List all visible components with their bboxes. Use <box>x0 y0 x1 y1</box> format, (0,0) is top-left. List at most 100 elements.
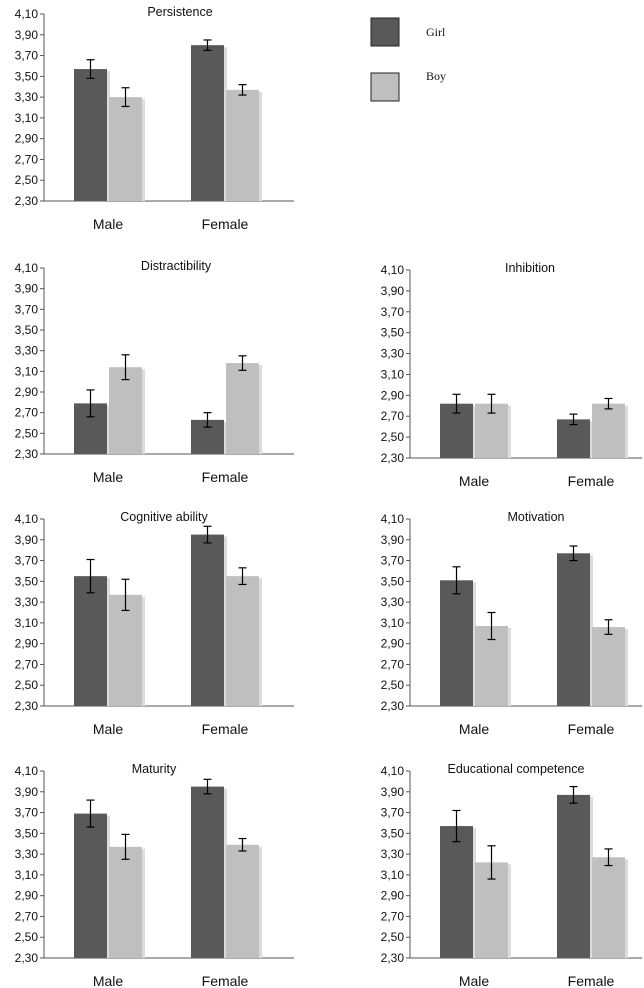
legend-swatch-boy <box>370 72 400 102</box>
bar-girl-female <box>557 553 590 706</box>
y-tick-label: 2,30 <box>381 951 405 965</box>
y-tick-label: 3,70 <box>381 554 405 568</box>
y-tick-label: 3,30 <box>15 847 39 861</box>
category-label: Male <box>459 473 490 489</box>
category-label: Male <box>93 216 124 232</box>
y-tick-label: 3,30 <box>381 347 405 361</box>
y-tick-label: 2,70 <box>15 406 39 420</box>
y-tick-label: 2,70 <box>15 152 39 166</box>
chart-panel-6: Maturity 2,30 2,50 2,70 2,90 3,10 3,30 3,50 3,70… <box>15 762 294 988</box>
bar-girl-male <box>74 576 107 706</box>
chart-panel-5: Motivation 2,30 2,50 2,70 2,90 3,10 3,30 3,50 3,… <box>381 510 642 737</box>
bar-boy-female <box>226 89 259 201</box>
y-tick-label: 2,50 <box>381 678 405 692</box>
bar-boy-female <box>226 576 259 706</box>
y-tick-label: 2,50 <box>15 678 39 692</box>
category-label: Female <box>568 721 615 737</box>
y-tick-label: 2,30 <box>15 447 39 461</box>
y-tick-label: 3,10 <box>15 111 39 125</box>
bar-boy-female <box>592 857 625 958</box>
y-tick-label: 2,70 <box>381 909 405 923</box>
category-label: Female <box>202 721 249 737</box>
y-tick-label: 3,90 <box>381 284 405 298</box>
y-tick-label: 3,50 <box>15 826 39 840</box>
chart-title: Persistence <box>147 5 212 19</box>
bar-girl-female <box>557 419 590 458</box>
y-tick-label: 3,50 <box>381 574 405 588</box>
category-label: Female <box>202 973 249 988</box>
y-tick-label: 2,90 <box>15 889 39 903</box>
y-tick-label: 3,10 <box>381 868 405 882</box>
bar-girl-female <box>191 534 224 706</box>
y-tick-label: 2,50 <box>15 930 39 944</box>
category-label: Male <box>459 973 490 988</box>
y-tick-label: 3,90 <box>15 785 39 799</box>
category-label: Female <box>202 216 249 232</box>
y-tick-label: 3,70 <box>15 49 39 63</box>
y-tick-label: 4,10 <box>381 764 405 778</box>
y-tick-label: 3,30 <box>15 595 39 609</box>
y-tick-label: 3,70 <box>15 302 39 316</box>
y-tick-label: 3,70 <box>15 554 39 568</box>
chart-panel-7: Educational competence 2,30 2,50 2,70 2,90 3,… <box>381 762 642 988</box>
y-tick-label: 2,30 <box>15 194 39 208</box>
category-label: Male <box>93 721 124 737</box>
y-tick-label: 3,90 <box>381 785 405 799</box>
bar-boy-female <box>226 363 259 454</box>
y-tick-label: 3,50 <box>381 826 405 840</box>
y-tick-label: 3,10 <box>381 616 405 630</box>
y-tick-label: 2,50 <box>381 930 405 944</box>
chart-title: Cognitive ability <box>120 510 208 524</box>
y-tick-label: 2,30 <box>381 699 405 713</box>
y-tick-label: 4,10 <box>381 512 405 526</box>
bar-girl-female <box>191 786 224 958</box>
legend-label-boy: Boy <box>426 69 446 83</box>
y-tick-label: 3,10 <box>15 868 39 882</box>
y-tick-label: 3,90 <box>381 533 405 547</box>
y-tick-label: 3,30 <box>15 344 39 358</box>
legend-label-girl: Girl <box>426 25 446 39</box>
y-tick-label: 3,90 <box>15 282 39 296</box>
y-tick-label: 3,50 <box>15 69 39 83</box>
bar-girl-male <box>440 580 473 706</box>
bar-girl-male <box>74 69 107 201</box>
y-tick-label: 3,10 <box>15 364 39 378</box>
y-tick-label: 2,90 <box>15 132 39 146</box>
y-tick-label: 4,10 <box>15 764 39 778</box>
category-label: Male <box>459 721 490 737</box>
y-tick-label: 4,10 <box>15 7 39 21</box>
y-tick-label: 3,10 <box>381 367 405 381</box>
bar-girl-male <box>74 813 107 958</box>
chart-title: Distractibility <box>141 259 212 273</box>
y-tick-label: 4,10 <box>15 261 39 275</box>
chart-panel-1: Persistence 2,30 2,50 2,70 2,90 3,10 3,30 3,50 3… <box>15 5 294 232</box>
category-label: Male <box>93 973 124 988</box>
y-tick-label: 2,50 <box>381 430 405 444</box>
category-label: Female <box>568 973 615 988</box>
y-tick-label: 3,30 <box>381 595 405 609</box>
y-tick-label: 4,10 <box>381 263 405 277</box>
chart-panel-3: Inhibition 2,30 2,50 2,70 2,90 3,10 3,30 3,50 3,… <box>381 261 642 489</box>
y-tick-label: 2,70 <box>381 409 405 423</box>
chart-panel-4: Cognitive ability 2,30 2,50 2,70 2,90 3,10 3,3… <box>15 510 294 737</box>
bar-girl-female <box>191 45 224 201</box>
y-tick-label: 2,70 <box>15 657 39 671</box>
legend: Girl Boy <box>370 17 446 102</box>
y-tick-label: 3,70 <box>15 806 39 820</box>
bar-girl-female <box>557 794 590 958</box>
legend-swatch-girl <box>370 17 400 47</box>
chart-title: Maturity <box>132 762 177 776</box>
y-tick-label: 3,30 <box>381 847 405 861</box>
y-tick-label: 2,90 <box>15 385 39 399</box>
y-tick-label: 2,90 <box>381 889 405 903</box>
y-tick-label: 2,30 <box>15 699 39 713</box>
y-tick-label: 3,90 <box>15 28 39 42</box>
y-tick-label: 2,50 <box>15 426 39 440</box>
y-tick-label: 2,30 <box>15 951 39 965</box>
y-tick-label: 3,30 <box>15 90 39 104</box>
y-tick-label: 2,70 <box>381 657 405 671</box>
y-tick-label: 2,90 <box>381 388 405 402</box>
bar-boy-male <box>109 367 142 454</box>
y-tick-label: 3,70 <box>381 305 405 319</box>
